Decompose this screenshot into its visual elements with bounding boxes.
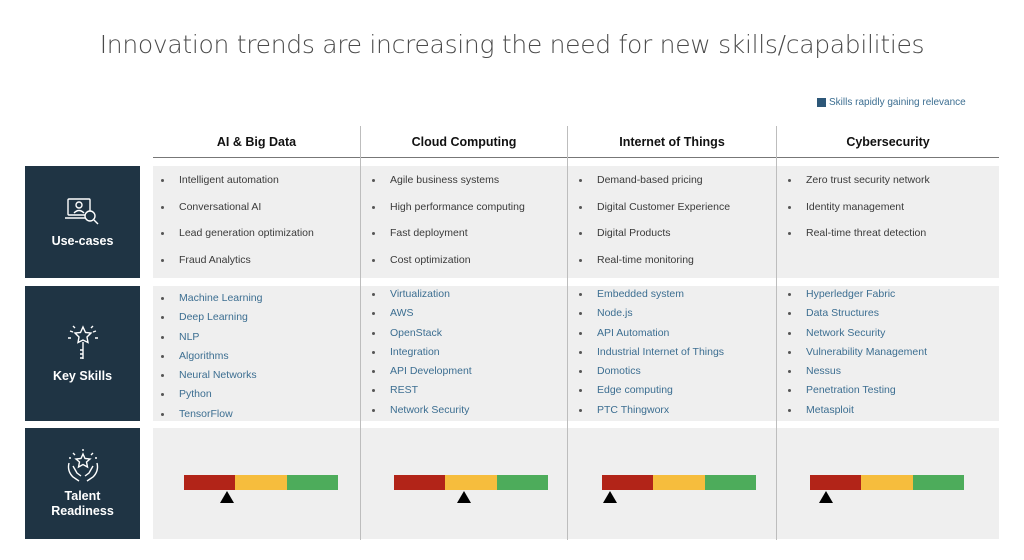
- use-cases-cell-iot: Demand-based pricing Digital Customer Ex…: [568, 166, 776, 278]
- row-label-use-cases: Use-cases: [51, 233, 114, 248]
- readiness-pointer-cyber: [819, 491, 833, 503]
- row-tile-talent-readiness: Talent Readiness: [25, 428, 140, 539]
- column-divider: [776, 126, 777, 540]
- list-item: Metasploit: [780, 402, 927, 421]
- list-item: Embedded system: [571, 286, 724, 305]
- list-item: REST: [364, 382, 472, 401]
- legend-swatch: [817, 98, 826, 107]
- key-skills-cell-cyber: Hyperledger Fabric Data Structures Netwo…: [777, 286, 999, 421]
- list-item: Agile business systems: [364, 171, 525, 198]
- list-item: Demand-based pricing: [571, 171, 730, 198]
- gauge-high: [496, 475, 548, 490]
- star-key-icon: [67, 325, 98, 359]
- list-item: Vulnerability Management: [780, 344, 927, 363]
- list-item: Machine Learning: [153, 290, 262, 309]
- column-header-cloud-computing: Cloud Computing: [411, 135, 517, 149]
- list-item: OpenStack: [364, 325, 472, 344]
- list-item: API Development: [364, 363, 472, 382]
- readiness-gauge-ai: [184, 475, 338, 490]
- key-skills-cell-ai: Machine Learning Deep Learning NLP Algor…: [153, 286, 360, 421]
- gauge-mid: [445, 475, 497, 490]
- list-item: API Automation: [571, 325, 724, 344]
- readiness-gauge-cloud: [394, 475, 548, 490]
- list-item: Intelligent automation: [153, 171, 314, 198]
- list-item: Domotics: [571, 363, 724, 382]
- list-item: Neural Networks: [153, 367, 262, 386]
- list-item: Fraud Analytics: [153, 251, 314, 278]
- gauge-mid: [861, 475, 913, 490]
- list-item: Zero trust security network: [780, 171, 930, 198]
- list-item: Algorithms: [153, 348, 262, 367]
- gauge-high: [912, 475, 964, 490]
- readiness-pointer-iot: [603, 491, 617, 503]
- use-cases-cell-cyber: Zero trust security network Identity man…: [777, 166, 999, 278]
- row-tile-use-cases: Use-cases: [25, 166, 140, 278]
- list-item: Real-time monitoring: [571, 251, 730, 278]
- list-item: Digital Products: [571, 224, 730, 251]
- readiness-pointer-ai: [220, 491, 234, 503]
- gauge-low: [810, 475, 862, 490]
- gauge-mid: [235, 475, 287, 490]
- row-tile-key-skills: Key Skills: [25, 286, 140, 421]
- row-label-readiness: Readiness: [51, 503, 114, 518]
- list-item: Integration: [364, 344, 472, 363]
- column-header-internet-of-things: Internet of Things: [619, 135, 725, 149]
- list-item: Industrial Internet of Things: [571, 344, 724, 363]
- column-divider: [360, 126, 361, 540]
- column-divider: [567, 126, 568, 540]
- gauge-high: [704, 475, 756, 490]
- gauge-low: [394, 475, 446, 490]
- list-item: Nessus: [780, 363, 927, 382]
- page-title: Innovation trends are increasing the nee…: [99, 30, 925, 59]
- list-item: High performance computing: [364, 198, 525, 225]
- list-item: Fast deployment: [364, 224, 525, 251]
- readiness-pointer-cloud: [457, 491, 471, 503]
- list-item: Edge computing: [571, 382, 724, 401]
- readiness-gauge-iot: [602, 475, 756, 490]
- use-cases-cell-ai: Intelligent automation Conversational AI…: [153, 166, 360, 278]
- key-skills-cell-cloud: Virtualization AWS OpenStack Integration…: [361, 286, 567, 421]
- legend: Skills rapidly gaining relevance: [817, 97, 966, 108]
- list-item: Real-time threat detection: [780, 224, 930, 251]
- legend-label: Skills rapidly gaining relevance: [829, 97, 966, 108]
- list-item: Deep Learning: [153, 309, 262, 328]
- row-label-talent: Talent: [64, 488, 101, 503]
- use-cases-cell-cloud: Agile business systems High performance …: [361, 166, 567, 278]
- list-item: Digital Customer Experience: [571, 198, 730, 225]
- list-item: Network Security: [364, 402, 472, 421]
- list-item: Data Structures: [780, 305, 927, 324]
- list-item: Conversational AI: [153, 198, 314, 225]
- laptop-search-icon: [64, 197, 98, 224]
- key-skills-cell-iot: Embedded system Node.js API Automation I…: [568, 286, 776, 421]
- list-item: PTC Thingworx: [571, 402, 724, 421]
- hands-star-icon: [67, 448, 98, 482]
- column-header-cybersecurity: Cybersecurity: [846, 135, 930, 149]
- list-item: Cost optimization: [364, 251, 525, 278]
- row-label-key-skills: Key Skills: [52, 369, 113, 383]
- list-item: Python: [153, 386, 262, 405]
- list-item: TensorFlow: [153, 406, 262, 425]
- gauge-low: [602, 475, 654, 490]
- gauge-high: [286, 475, 338, 490]
- gauge-mid: [653, 475, 705, 490]
- readiness-gauge-cyber: [810, 475, 964, 490]
- list-item: Lead generation optimization: [153, 224, 314, 251]
- list-item: Network Security: [780, 325, 927, 344]
- gauge-low: [184, 475, 236, 490]
- list-item: Hyperledger Fabric: [780, 286, 927, 305]
- list-item: NLP: [153, 329, 262, 348]
- header-divider: [153, 157, 999, 158]
- list-item: Penetration Testing: [780, 382, 927, 401]
- column-header-ai-big-data: AI & Big Data: [216, 135, 297, 149]
- list-item: AWS: [364, 305, 472, 324]
- list-item: Identity management: [780, 198, 930, 225]
- list-item: Node.js: [571, 305, 724, 324]
- list-item: Virtualization: [364, 286, 472, 305]
